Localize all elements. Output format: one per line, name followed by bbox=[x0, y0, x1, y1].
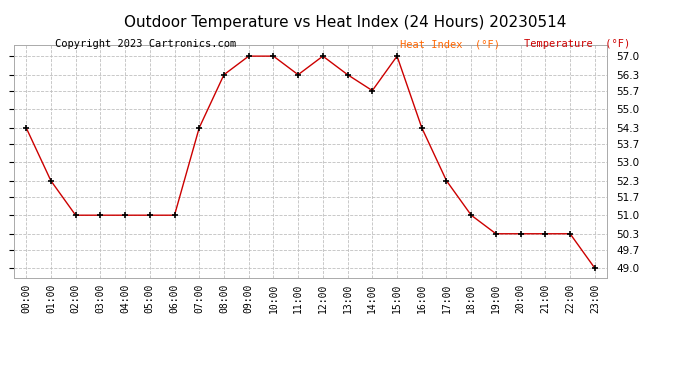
Text: Outdoor Temperature vs Heat Index (24 Hours) 20230514: Outdoor Temperature vs Heat Index (24 Ho… bbox=[124, 15, 566, 30]
Text: Temperature  (°F): Temperature (°F) bbox=[524, 39, 631, 50]
Text: Heat Index  (°F): Heat Index (°F) bbox=[400, 39, 500, 50]
Text: Copyright 2023 Cartronics.com: Copyright 2023 Cartronics.com bbox=[55, 39, 237, 50]
